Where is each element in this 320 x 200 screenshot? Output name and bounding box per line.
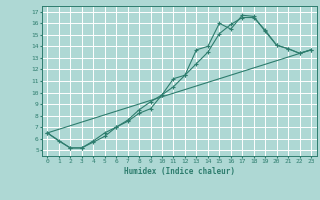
X-axis label: Humidex (Indice chaleur): Humidex (Indice chaleur) — [124, 167, 235, 176]
